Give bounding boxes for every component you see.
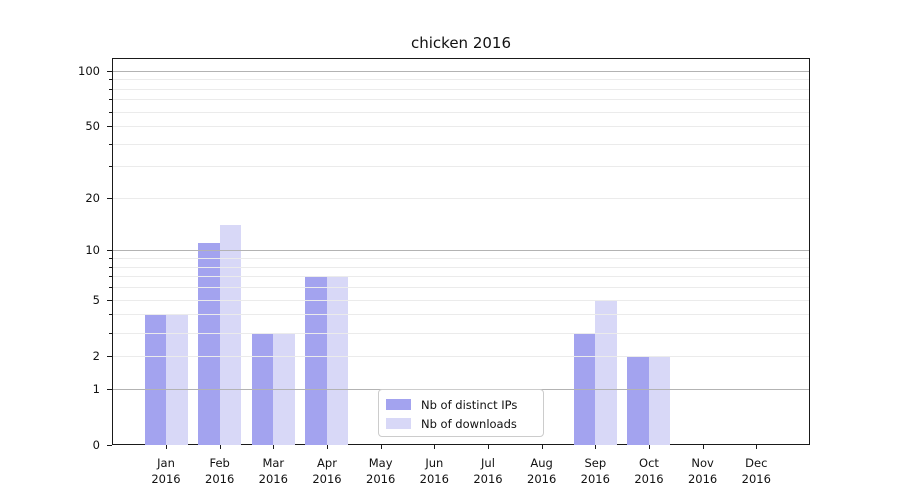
y-tick-label: 0 [92,438,100,452]
x-tick-label-sep: Sep 2016 [580,456,610,486]
minor-gridline [113,314,809,316]
legend-swatch-downloads [386,418,411,429]
minor-gridline [113,99,809,101]
x-tick-mark [219,445,221,449]
x-tick-mark [326,445,328,449]
minor-gridline [113,355,809,357]
x-tick-mark [702,445,704,449]
y-tick-label: 10 [85,243,100,258]
bar-nb-of-distinct-ips-mar [251,332,274,445]
x-tick-mark [273,445,275,449]
minor-gridline [113,143,809,145]
x-tick-mark [648,445,650,449]
minor-gridline [113,258,809,260]
bar-nb-of-distinct-ips-oct [627,355,649,445]
x-tick-mark [166,445,167,449]
x-tick-mark [380,445,382,449]
x-tick-label-dec: Dec 2016 [741,456,771,486]
bar-nb-of-downloads-apr [326,276,349,445]
x-tick-mark [434,445,436,449]
major-gridline [113,250,809,252]
y-minor-tick-mark [109,99,112,101]
x-tick-label-jan: Jan 2016 [151,456,181,486]
x-tick-mark [595,445,597,449]
y-tick-label: 100 [78,63,100,78]
x-tick-label-jul: Jul 2016 [473,456,503,486]
x-tick-label-mar: Mar 2016 [258,456,288,486]
x-tick-label-aug: Aug 2016 [527,456,557,486]
minor-gridline [113,198,809,200]
minor-gridline [113,287,809,289]
chart-title: chicken 2016 [411,34,511,52]
y-minor-tick-mark [109,79,112,81]
legend-label-downloads: Nb of downloads [421,416,517,431]
y-tick-mark [107,445,112,446]
minor-gridline [113,276,809,278]
x-tick-label-apr: Apr 2016 [312,456,342,486]
y-minor-tick-mark [109,355,112,357]
y-tick-label: 2 [92,348,100,363]
x-tick-label-feb: Feb 2016 [205,456,235,486]
y-tick-label: 50 [85,119,100,134]
y-minor-tick-mark [109,276,112,278]
minor-gridline [113,166,809,168]
legend: Nb of distinct IPs Nb of downloads [378,389,544,437]
y-minor-tick-mark [109,143,112,145]
y-minor-tick-mark [109,258,112,260]
bar-nb-of-downloads-jan [166,314,188,445]
y-tick-label: 1 [92,381,100,396]
minor-gridline [113,79,809,81]
minor-gridline [113,126,809,128]
x-tick-mark [756,445,758,449]
y-minor-tick-mark [109,126,112,128]
y-minor-tick-mark [109,287,112,289]
x-tick-mark [487,445,489,449]
legend-item-downloads: Nb of downloads [386,414,535,433]
x-tick-mark [541,445,543,449]
bar-nb-of-distinct-ips-feb [198,243,220,445]
minor-gridline [113,88,809,90]
y-tick-mark [107,70,112,72]
x-tick-label-nov: Nov 2016 [687,456,718,486]
y-tick-mark [107,250,112,252]
minor-gridline [113,299,809,301]
minor-gridline [113,111,809,113]
y-minor-tick-mark [109,111,112,113]
x-tick-label-oct: Oct 2016 [634,456,664,486]
y-minor-tick-mark [109,299,112,301]
minor-gridline [113,332,809,334]
y-minor-tick-mark [109,314,112,316]
y-tick-label: 20 [85,191,100,206]
bar-nb-of-distinct-ips-jan [144,314,166,445]
x-tick-label-jun: Jun 2016 [419,456,449,486]
bar-nb-of-distinct-ips-apr [305,276,327,445]
bar-nb-of-downloads-sep [595,299,617,445]
legend-item-distinct-ips: Nb of distinct IPs [386,395,535,414]
y-tick-label: 5 [92,292,100,307]
y-minor-tick-mark [109,332,112,334]
legend-label-distinct-ips: Nb of distinct IPs [421,397,518,412]
y-minor-tick-mark [109,198,112,200]
bar-nb-of-distinct-ips-sep [573,332,596,445]
x-tick-label-may: May 2016 [366,456,396,486]
y-tick-mark [107,388,112,390]
bar-nb-of-downloads-feb [219,225,242,445]
bar-nb-of-downloads-mar [273,332,295,445]
minor-gridline [113,266,809,268]
bar-nb-of-downloads-oct [648,355,671,445]
y-minor-tick-mark [109,266,112,268]
legend-swatch-distinct-ips [386,399,411,410]
major-gridline [113,70,809,72]
y-minor-tick-mark [109,88,112,90]
y-minor-tick-mark [109,166,112,168]
